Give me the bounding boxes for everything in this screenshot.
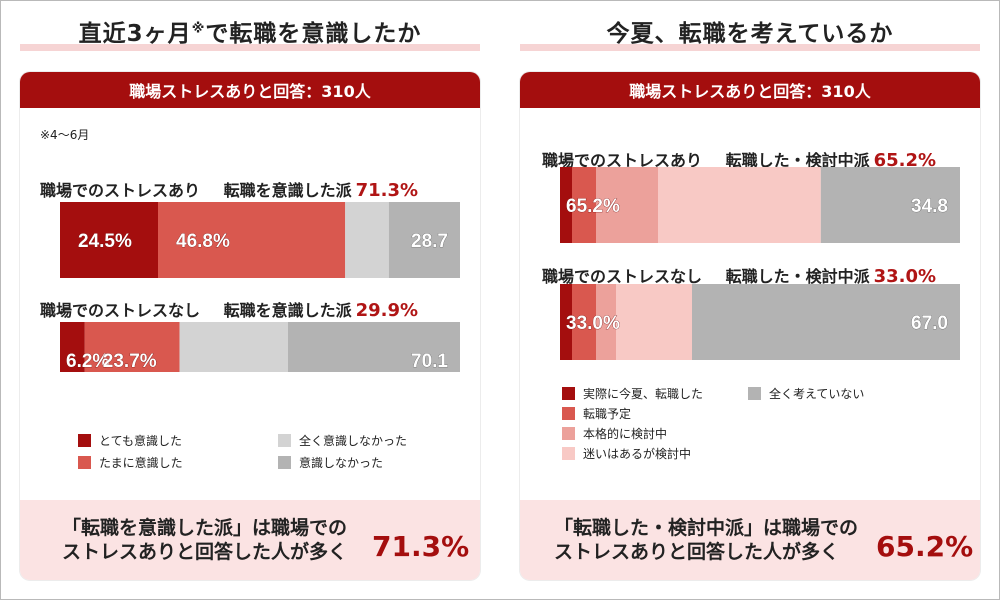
left-row2-label: 職場でのストレスなし 転職を意識した派 29.9%: [40, 297, 418, 321]
right-legend-item-1: 実際に今夏、転職した: [562, 385, 703, 402]
right-bar-r2-s4: [616, 284, 692, 360]
right-row1-group-pct: 65.2%: [873, 150, 937, 171]
right-legend-item-5: 全く考えていない: [748, 385, 864, 402]
left-row1-group-pct: 71.3%: [355, 180, 419, 201]
left-footer-line1: 「転職を意識した派」は職場での: [62, 517, 348, 539]
legend-swatch: [278, 456, 291, 469]
right-row2-category: 職場でのストレスなし: [542, 267, 703, 286]
right-bar-r2-s2: [572, 284, 596, 360]
left-legend-item-4: 意識しなかった: [278, 454, 383, 471]
legend-swatch: [78, 456, 91, 469]
left-legend-label-2: たまに意識した: [99, 456, 183, 470]
left-title-main: 直近3ヶ月: [78, 21, 192, 47]
right-legend-item-4: 迷いはあるが検討中: [562, 445, 691, 462]
right-legend-label-2: 転職予定: [583, 407, 632, 421]
left-legend-item-2: たまに意識した: [78, 454, 183, 471]
right-card-header: 職場ストレスありと回答：310人: [520, 72, 980, 108]
right-legend-label-3: 本格的に検討中: [583, 427, 668, 441]
right-row2-label: 職場でのストレスなし 転職した・検討中派 33.0%: [542, 263, 936, 287]
left-bar-r2-s4: [288, 322, 460, 372]
legend-swatch: [748, 387, 761, 400]
legend-swatch: [78, 434, 91, 447]
right-footer-line1: 「転職した・検討中派」は職場での: [554, 517, 859, 539]
left-footer-text: 「転職を意識した派」は職場での ストレスありと回答した人が多く: [62, 516, 347, 564]
right-bar-label-r2-2: 67.0: [911, 313, 948, 334]
right-bar-r2-s5: [692, 284, 960, 360]
right-bar-label-r1-2: 34.8: [911, 196, 948, 217]
right-stacked-bar-chart: 65.2% 34.8 33.0% 67.0: [560, 167, 960, 360]
right-card: 職場ストレスありと回答：310人 職場でのストレスあり 転職した・検討中派 65.…: [520, 72, 980, 580]
left-bar-label-r1-1: 24.5%: [78, 231, 132, 252]
left-panel-title: 直近3ヶ月※で転職を意識したか: [20, 14, 480, 48]
left-bar-r1-s2: [158, 202, 346, 278]
left-legend-label-1: とても意識した: [99, 434, 183, 448]
right-footer-text: 「転職した・検討中派」は職場での ストレスありと回答した人が多く: [554, 516, 858, 564]
right-footer-pct: 65.2%: [876, 530, 974, 563]
left-bar-r2-s3: [179, 322, 288, 372]
right-bar-label-r2-1: 33.0%: [566, 313, 620, 334]
left-bar-r1-s4: [388, 202, 460, 278]
left-footer-line2: ストレスありと回答した人が多く: [62, 541, 348, 563]
right-row2-group-label: 転職した・検討中派: [725, 267, 870, 286]
right-bar-r1-s5: [820, 167, 960, 243]
left-footer-pct: 71.3%: [372, 530, 470, 563]
right-row2-group-pct: 33.0%: [873, 266, 937, 287]
left-row2-group-pct: 29.9%: [355, 300, 419, 321]
left-bar-label-r1-2: 46.8%: [176, 231, 230, 252]
left-card: 職場ストレスありと回答：310人 ※4～6月 職場でのストレスあり 転職を意識し…: [20, 72, 480, 580]
left-row2-group-label: 転職を意識した派: [223, 301, 352, 320]
left-legend-label-3: 全く意識しなかった: [299, 434, 408, 448]
right-bar-r2-s1: [560, 284, 572, 360]
legend-swatch: [278, 434, 291, 447]
legend-swatch: [562, 447, 575, 460]
left-bar-label-r2-1: 6.2%: [66, 351, 109, 372]
right-row1-category: 職場でのストレスあり: [542, 151, 703, 170]
left-card-header: 職場ストレスありと回答：310人: [20, 72, 480, 108]
left-bar-label-r1-3: 28.7: [411, 231, 448, 252]
right-row1-label: 職場でのストレスあり 転職した・検討中派 65.2%: [542, 147, 936, 171]
left-title-rest: で転職を意識したか: [205, 21, 422, 47]
right-title-underline: [520, 44, 980, 51]
right-legend-label-5: 全く考えていない: [769, 387, 865, 401]
left-row2-category: 職場でのストレスなし: [40, 301, 201, 320]
left-bar-r2-s1: [60, 322, 85, 372]
left-row1-category: 職場でのストレスあり: [40, 181, 201, 200]
right-legend-item-2: 転職予定: [562, 405, 631, 422]
right-bar-r1-s1: [560, 167, 572, 243]
right-panel-title: 今夏、転職を考えているか: [606, 21, 894, 47]
left-bar-r1-s3: [345, 202, 389, 278]
left-bar-r1-s1: [60, 202, 158, 278]
right-legend-label-4: 迷いはあるが検討中: [583, 447, 692, 461]
left-stacked-bar-chart: 24.5% 46.8% 28.7 6.2%23.7% 70.1: [60, 202, 460, 372]
left-bar-label-r2-3: 70.1: [411, 351, 448, 372]
right-footer-line2: ストレスありと回答した人が多く: [554, 541, 840, 563]
left-legend-label-4: 意識しなかった: [299, 456, 384, 470]
right-row1-group-label: 転職した・検討中派: [725, 151, 870, 170]
right-bar-label-r1-1: 65.2%: [566, 196, 620, 217]
right-legend-item-3: 本格的に検討中: [562, 425, 667, 442]
left-legend-item-1: とても意識した: [78, 432, 182, 449]
left-card-footer: 「転職を意識した派」は職場での ストレスありと回答した人が多く 71.3%: [20, 500, 480, 580]
right-bar-r1-s4: [658, 167, 821, 243]
right-legend-label-1: 実際に今夏、転職した: [583, 387, 704, 401]
legend-swatch: [562, 407, 575, 420]
left-row1-group-label: 転職を意識した派: [223, 181, 352, 200]
right-bar-r2-s3: [596, 284, 616, 360]
left-bar-r2-s2: [84, 322, 180, 372]
left-title-underline: [20, 44, 480, 51]
left-row1-label: 職場でのストレスあり 転職を意識した派 71.3%: [40, 177, 418, 201]
legend-swatch: [562, 427, 575, 440]
right-card-footer: 「転職した・検討中派」は職場での ストレスありと回答した人が多く 65.2%: [520, 500, 980, 580]
legend-swatch: [562, 387, 575, 400]
left-legend-item-3: 全く意識しなかった: [278, 432, 407, 449]
left-note: ※4～6月: [40, 128, 90, 142]
left-title-mark: ※: [191, 21, 206, 37]
left-bar-label-r2-2: 23.7%: [103, 351, 157, 372]
right-bar-r1-s2: [572, 167, 596, 243]
right-bar-r1-s3: [596, 167, 658, 243]
